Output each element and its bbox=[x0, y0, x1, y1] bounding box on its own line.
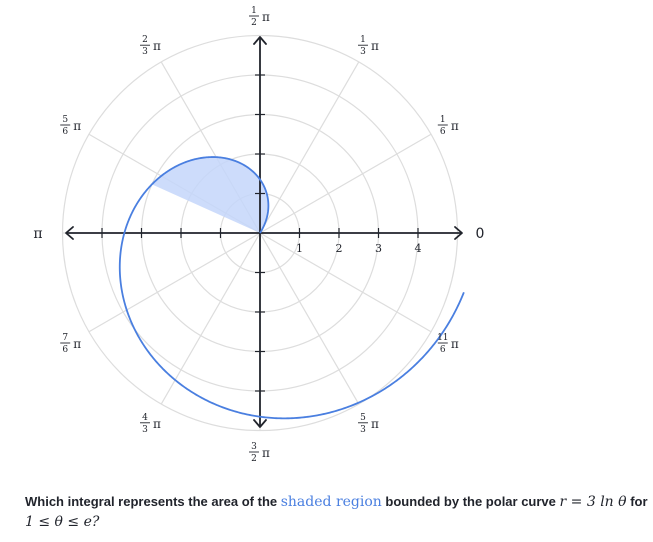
grid-ray-300 bbox=[259, 232, 360, 405]
angle-label-text: π bbox=[33, 226, 42, 242]
angle-label-denominator: 3 bbox=[142, 425, 148, 435]
y-axis-arrow-down bbox=[253, 419, 267, 428]
angle-label-pi: π bbox=[371, 39, 379, 53]
polar-equation: r = 3 ln θ bbox=[559, 494, 627, 510]
angle-label-270: 3 2 π bbox=[249, 442, 270, 464]
angle-label-numerator: 1 bbox=[360, 35, 366, 45]
theta-condition: 1 ≤ θ ≤ e? bbox=[25, 514, 100, 530]
angle-label-pi: π bbox=[73, 119, 81, 133]
grid-ray-210 bbox=[88, 232, 261, 333]
angle-label-denominator: 3 bbox=[142, 47, 148, 57]
angle-label-90: 1 2 π bbox=[249, 6, 270, 28]
question-for: for bbox=[626, 494, 648, 509]
angle-label-denominator: 6 bbox=[440, 345, 446, 355]
angle-label-30: 1 6 π bbox=[437, 115, 459, 137]
grid-ray-240 bbox=[160, 232, 261, 405]
angle-label-numerator: 1 bbox=[440, 115, 446, 125]
angle-label-numerator: 7 bbox=[62, 333, 68, 343]
shaded-region bbox=[151, 157, 269, 233]
angle-label-numerator: 11 bbox=[437, 333, 448, 343]
polar-curve bbox=[118, 156, 465, 420]
question-middle: bounded by the polar curve bbox=[381, 494, 560, 509]
angle-label-pi: π bbox=[262, 446, 270, 460]
angle-label-pi: π bbox=[153, 39, 161, 53]
shaded-region-link: shaded region bbox=[280, 494, 382, 510]
y-axis-arrow-up bbox=[253, 36, 267, 45]
angle-label-denominator: 3 bbox=[360, 47, 366, 57]
angle-label-denominator: 3 bbox=[360, 425, 366, 435]
x-axis-arrow-right bbox=[454, 226, 463, 240]
angle-label-pi: π bbox=[451, 337, 459, 351]
angle-label-330: 11 6 π bbox=[437, 333, 459, 355]
angle-label-numerator: 2 bbox=[142, 35, 148, 45]
angle-label-0: 0 bbox=[476, 226, 485, 242]
angle-label-numerator: 4 bbox=[142, 413, 148, 423]
grid-ray-330 bbox=[259, 232, 432, 333]
curve-layer bbox=[118, 156, 465, 420]
angle-label-300: 5 3 π bbox=[358, 413, 379, 435]
angle-label-60: 1 3 π bbox=[358, 35, 379, 57]
radial-tick-label: 1 bbox=[296, 242, 303, 255]
angle-label-150: 5 6 π bbox=[60, 115, 81, 137]
radial-tick-label: 4 bbox=[415, 242, 422, 255]
angle-label-numerator: 1 bbox=[251, 6, 257, 16]
question-text: Which integral represents the area of th… bbox=[25, 492, 650, 532]
angle-label-pi: π bbox=[371, 417, 379, 431]
angle-label-numerator: 5 bbox=[62, 115, 68, 125]
angle-label-denominator: 2 bbox=[251, 454, 257, 464]
angle-label-numerator: 3 bbox=[251, 442, 257, 452]
radial-tick-label: 3 bbox=[375, 242, 382, 255]
angle-label-180: π bbox=[33, 226, 42, 242]
angle-label-numerator: 5 bbox=[360, 413, 366, 423]
x-axis-arrow-left bbox=[65, 226, 74, 240]
angle-label-210: 7 6 π bbox=[60, 333, 81, 355]
radial-tick-label: 2 bbox=[336, 242, 343, 255]
angle-label-text: 0 bbox=[476, 226, 485, 242]
angle-label-120: 2 3 π bbox=[140, 35, 161, 57]
angle-label-pi: π bbox=[153, 417, 161, 431]
angle-label-pi: π bbox=[262, 10, 270, 24]
angle-label-pi: π bbox=[451, 119, 459, 133]
angle-label-denominator: 6 bbox=[62, 345, 68, 355]
angle-label-denominator: 2 bbox=[251, 18, 257, 28]
angle-label-pi: π bbox=[73, 337, 81, 351]
angle-label-denominator: 6 bbox=[440, 127, 446, 137]
grid-ray-30 bbox=[259, 133, 432, 234]
shaded-region-layer bbox=[151, 157, 269, 233]
angle-label-240: 4 3 π bbox=[140, 413, 161, 435]
grid-ray-60 bbox=[259, 61, 360, 234]
angle-label-denominator: 6 bbox=[62, 127, 68, 137]
question-prefix: Which integral represents the area of th… bbox=[25, 494, 281, 509]
